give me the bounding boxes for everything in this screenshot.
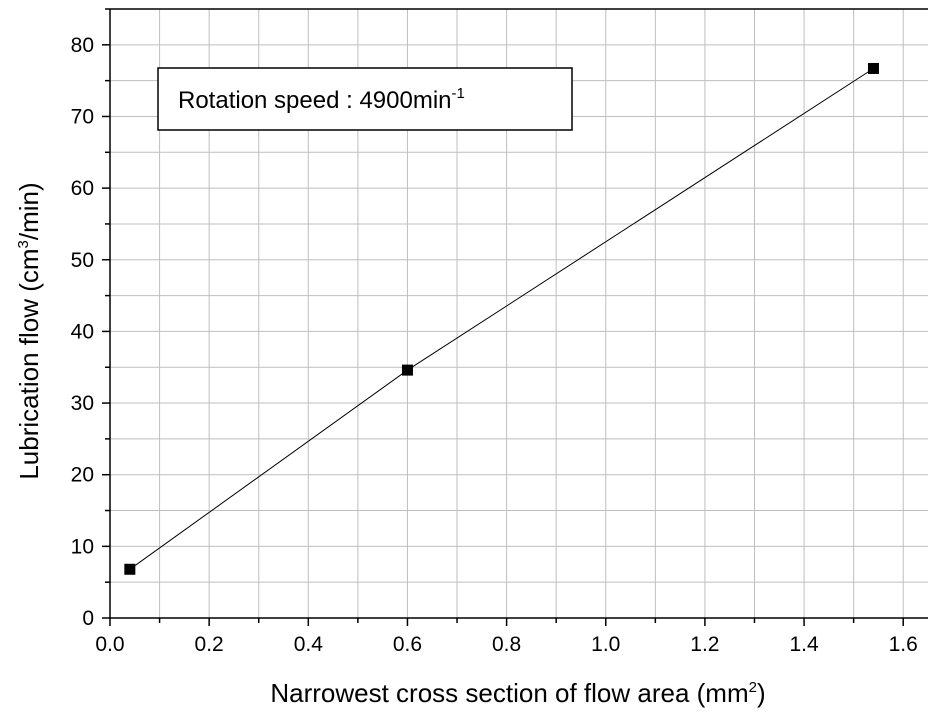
- series-line: [129, 68, 874, 570]
- data-point: [124, 563, 136, 575]
- x-tick-label: 0.6: [393, 633, 422, 656]
- annotation-text: Rotation speed : 4900min-1: [178, 85, 465, 114]
- x-tick-label: 1.0: [591, 633, 620, 656]
- annotation-box: Rotation speed : 4900min-1: [157, 67, 573, 131]
- axes: [102, 8, 928, 626]
- x-tick-label: 0.2: [195, 633, 224, 656]
- y-tick-label: 20: [71, 464, 94, 487]
- x-tick-label: 1.6: [889, 633, 918, 656]
- data-series: [124, 62, 879, 575]
- y-axis-title: Lubrication flow (cm3/min): [14, 182, 44, 479]
- x-tick-label: 0.0: [95, 633, 124, 656]
- y-tick-label: 80: [71, 34, 94, 57]
- y-tick-label: 40: [71, 320, 94, 343]
- y-tick-label: 30: [71, 392, 94, 415]
- tick-labels: 0.0 0.2 0.4 0.6 0.8 1.0 1.2 1.4 1.6 0 10 20 30 40 50 60…: [71, 34, 918, 656]
- y-tick-label: 10: [71, 535, 94, 558]
- x-axis-title: Narrowest cross section of flow area (mm…: [270, 678, 765, 708]
- data-point: [401, 364, 413, 376]
- x-tick-label: 1.4: [789, 633, 819, 656]
- x-tick-label: 0.4: [294, 633, 324, 656]
- y-tick-label: 0: [82, 607, 94, 630]
- y-tick-label: 60: [71, 177, 94, 200]
- y-tick-label: 70: [71, 105, 94, 128]
- data-point: [867, 62, 879, 74]
- y-tick-label: 50: [71, 249, 94, 272]
- x-tick-label: 0.8: [492, 633, 521, 656]
- x-tick-label: 1.2: [690, 633, 719, 656]
